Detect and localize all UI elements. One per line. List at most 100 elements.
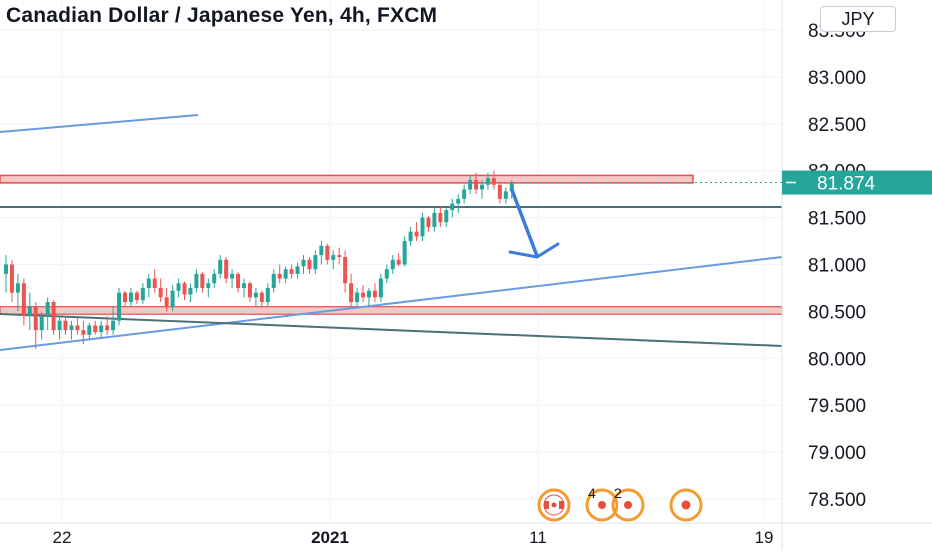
candle-body (212, 273, 217, 284)
candle-body (117, 292, 122, 321)
candle-body (259, 292, 264, 303)
candle-body (462, 189, 467, 199)
candle-body (420, 217, 425, 237)
candle-body (230, 273, 235, 279)
candle-body (378, 278, 383, 298)
candle-body (432, 212, 437, 227)
time-axis[interactable]: 22 2021 11 19 (53, 528, 774, 547)
candle-body (497, 184, 502, 199)
candle-body (152, 278, 157, 288)
candle-body (218, 259, 223, 274)
candle-body (206, 283, 211, 288)
currency-button[interactable]: JPY (820, 6, 896, 32)
candle-body (349, 283, 354, 303)
candle-body (438, 212, 443, 223)
candle-body (9, 264, 14, 293)
candle-body (194, 273, 199, 288)
price-tick-label: 82.500 (808, 115, 866, 136)
candle-body (366, 290, 371, 298)
candle-body (372, 290, 377, 298)
candle-body (170, 290, 175, 307)
price-tick-label: 81.500 (808, 209, 866, 230)
candle-body (188, 287, 193, 295)
drawings (0, 114, 783, 351)
price-tick-label: 79.500 (808, 396, 866, 417)
candle-body (355, 292, 360, 303)
candle-body (236, 273, 241, 288)
candle-body (456, 198, 461, 204)
price-tick-label: 79.000 (808, 443, 866, 464)
price-axis[interactable]: 83.50083.00082.50082.00081.50081.00080.5… (808, 21, 866, 511)
time-tick-label: 19 (755, 528, 774, 547)
canada-flag-icon[interactable] (537, 488, 571, 522)
candle-body (39, 316, 44, 331)
candle-body (128, 292, 133, 303)
candle-body (27, 306, 32, 317)
candle-body (123, 292, 127, 303)
candle-body (63, 320, 68, 331)
candles (4, 170, 514, 349)
forecast-arrow-head (508, 242, 560, 259)
candle-body (361, 292, 365, 298)
candle-body (4, 264, 8, 274)
candle-body (313, 255, 318, 270)
event-count: 2 (614, 485, 622, 501)
candle-body (468, 180, 473, 190)
forecast-arrow-shaft (510, 188, 539, 258)
candle-body (15, 283, 20, 293)
price-tick-label: 80.500 (808, 302, 866, 323)
last-price-background (782, 170, 932, 195)
candle-body (224, 259, 229, 279)
time-tick-label: 22 (53, 528, 72, 547)
event-count: 4 (588, 485, 596, 501)
candle-body (45, 302, 50, 317)
candle-body (134, 292, 139, 301)
price-tick-label: 78.500 (808, 490, 866, 511)
candle-body (450, 203, 455, 211)
candle-body (69, 325, 74, 331)
candle-body (253, 292, 258, 298)
event-cluster-icon[interactable]: 4 (585, 485, 619, 522)
event-cluster-icon[interactable]: 2 (611, 485, 645, 522)
candle-body (414, 231, 419, 237)
candle-body (176, 283, 181, 291)
candle-body (33, 306, 38, 331)
candle-body (247, 283, 252, 298)
candle-body (146, 278, 151, 288)
candle-body (51, 302, 56, 331)
last-price-value: 81.874 (817, 174, 876, 195)
candle-body (444, 210, 449, 223)
candle-body (343, 256, 348, 284)
candle-body (93, 325, 98, 333)
candle-body (105, 325, 110, 331)
overlay (508, 182, 782, 259)
candle-body (81, 330, 86, 335)
candle-body (485, 178, 490, 185)
price-tick-label: 83.000 (808, 68, 866, 89)
time-tick-label: 2021 (311, 528, 349, 547)
japan-flag-icon[interactable] (669, 488, 703, 522)
candle-body (289, 269, 294, 274)
candle-body (426, 217, 431, 227)
candle-body (301, 259, 306, 267)
candle-body (271, 273, 276, 288)
candle-body (140, 287, 145, 301)
candle-body (182, 283, 187, 295)
candle-body (111, 320, 116, 331)
candle-body (331, 255, 336, 260)
candle-body (75, 325, 80, 331)
candle-body (200, 273, 205, 288)
candle-body (164, 297, 169, 307)
candle-body (277, 273, 282, 279)
price-tick-label: 81.000 (808, 256, 866, 277)
candle-body (384, 269, 389, 279)
candle-body (509, 182, 514, 192)
candle-body (21, 283, 26, 317)
candle-body (283, 269, 288, 279)
candle-body (242, 283, 246, 288)
candle-body (408, 231, 413, 242)
candle-body (337, 255, 342, 257)
